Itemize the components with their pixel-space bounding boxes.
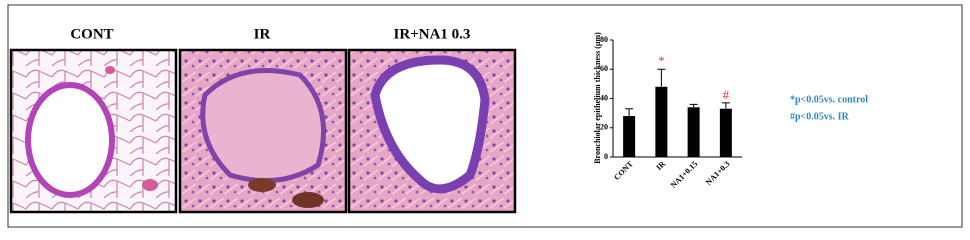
bar [687,107,700,157]
y-tick-label: 20 [600,123,608,132]
significance-marker: # [723,87,730,102]
y-tick-label: 40 [600,93,608,102]
error-bar [689,103,698,108]
x-tick-label: NA1+0.3 [704,159,732,187]
figure: CONT IR IR+NA1 0.3 Bronchiolar epitheliu… [7,4,963,228]
histology-image [347,48,517,214]
frame [7,4,963,228]
significance-marker: * [658,53,665,68]
x-tick-label: NA1+0.15 [669,159,700,190]
y-tick-label: 0 [604,152,608,161]
panel-title: CONT [70,26,113,42]
error-bar [721,102,730,109]
error-bar [625,108,634,117]
histology-image [9,48,178,214]
bar [623,116,636,157]
y-axis-label: Bronchiolar epithelium thickness (μm) [593,32,602,164]
panel-title: IR+NA1 0.3 [394,26,471,42]
bar [719,108,732,157]
bar-chart: Bronchiolar epithelium thickness (μm) 0 2… [593,32,742,190]
significance-note: #p<0.05vs. IR [790,111,850,122]
x-tick-label: IR [654,159,667,172]
significance-note: *p<0.05vs. control [790,94,868,105]
error-bar [657,68,666,87]
histology-image [178,48,348,214]
y-tick-label: 80 [600,35,608,44]
panel-title: IR [254,26,271,42]
x-tick-label: CONT [612,159,635,182]
y-tick-label: 60 [600,64,608,73]
bar [655,86,668,157]
